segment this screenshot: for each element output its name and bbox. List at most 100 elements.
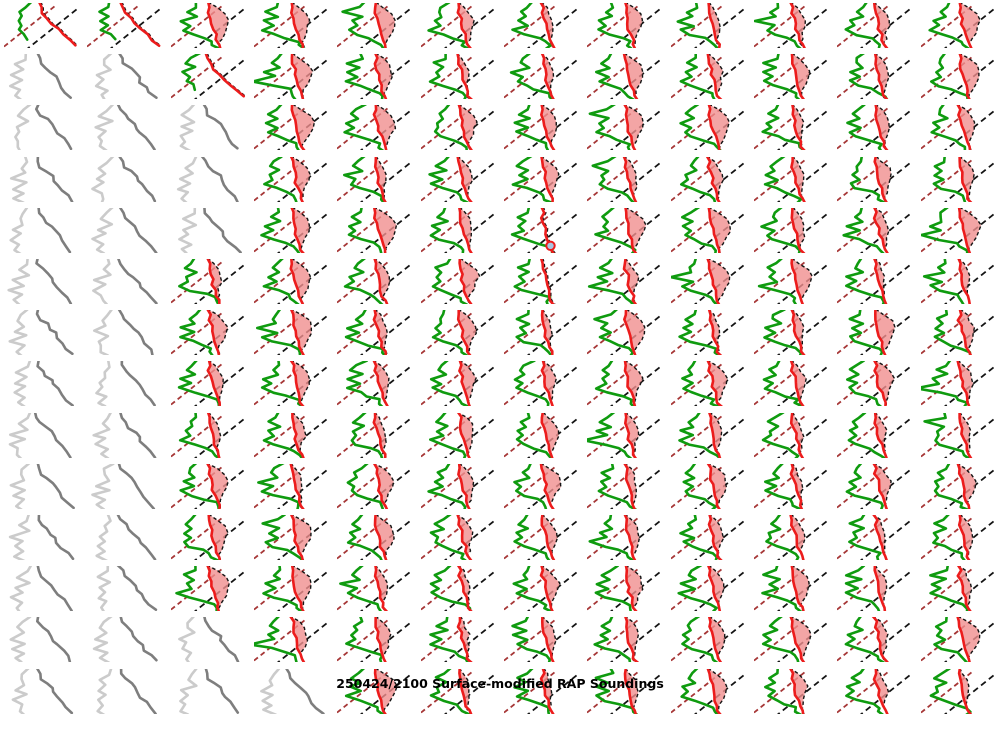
sounding-cell-r6c1 [7,259,73,304]
cape-fill [459,207,472,251]
temperature-curve [874,105,889,151]
cape-fill [709,617,725,661]
temperature-curve [456,566,473,612]
cape-fill [625,3,643,47]
isotherm-black-dashed [526,262,579,304]
isotherm-black-dashed [860,671,913,714]
isotherm-black-dashed [360,57,413,100]
isotherm-black-dashed [526,467,579,509]
cape-fill [874,361,895,405]
parcel-path-dashed [289,617,309,663]
cape-fill [458,463,474,507]
sounding-cell-r13c11 [837,617,913,663]
inactive-dewpoint-curve [11,668,30,714]
isotherm-black-dashed [360,415,413,458]
parcel-path-dashed [791,310,806,356]
isotherm-black-dashed [943,415,996,458]
isotherm-black-dashed [693,6,746,48]
inactive-temperature-curve [116,515,157,560]
parcel-path-dashed [791,463,804,509]
sounding-cell-r8c10 [754,361,829,407]
isotherm-black-dashed [610,671,663,714]
temperature-curve [789,3,806,48]
dewpoint-curve [764,668,802,714]
isotherm-black-dashed [360,518,413,560]
sounding-cell-r11c8 [587,515,663,560]
temperature-curve [291,412,305,458]
sounding-cell-r3c6 [420,105,496,151]
sounding-cell-r12c11 [837,566,913,612]
temperature-curve [956,617,971,663]
temperature-curve [206,361,221,407]
sounding-cell-r2c3 [170,54,246,100]
dewpoint-curve [760,207,801,253]
isotherm-black-dashed [526,159,579,202]
dewpoint-curve [848,515,882,560]
dewpoint-curve [677,412,722,458]
sounding-cell-r8c6 [420,361,496,407]
parcel-path-dashed [708,310,721,356]
dewpoint-curve [350,412,384,458]
sounding-cell-r4c8 [587,156,663,202]
temperature-curve [540,259,555,304]
sounding-cell-r1c12 [920,3,996,48]
sounding-cell-r2c7 [504,54,579,100]
sounding-cell-r4c1 [9,156,74,202]
temperature-curve [958,54,971,100]
temperature-curve [541,617,555,663]
inactive-dewpoint-curve [9,207,29,253]
sounding-cell-r2c2 [95,54,158,100]
sounding-cell-r14c3 [178,668,239,714]
sounding-cell-r3c11 [837,105,913,151]
sounding-cell-r12c3 [170,566,246,612]
sounding-cell-r5c2 [91,207,158,253]
temperature-curve [119,3,161,47]
dewpoint-curve [341,3,386,48]
dewpoint-curve [682,463,717,509]
isotherm-black-dashed [943,6,996,48]
temperature-curve [289,463,305,509]
temperature-curve [956,361,971,407]
sounding-cell-r4c12 [920,156,996,202]
isotherm-black-dashed [776,620,829,663]
cape-fill [874,3,890,47]
sounding-cell-r9c11 [837,412,913,458]
sounding-cell-r6c12 [920,259,996,304]
temperature-curve [873,207,890,253]
dewpoint-curve [754,3,802,48]
cape-fill [375,156,387,200]
parcel-path-dashed [874,361,896,407]
sounding-cell-r14c6 [420,668,496,714]
sounding-cell-r13c2 [93,617,158,663]
isotherm-black-dashed [860,415,913,458]
dewpoint-curve [587,412,633,458]
temperature-curve [290,3,305,48]
sounding-cell-r2c10 [754,54,829,100]
dewpoint-curve [677,310,721,356]
inactive-dewpoint-curve [8,515,31,560]
inactive-temperature-curve [35,105,73,151]
inactive-temperature-curve [37,207,72,253]
sounding-cell-r14c9 [670,668,746,714]
inactive-temperature-curve [120,361,157,407]
parcel-path-dashed [791,105,805,151]
temperature-curve [873,566,887,612]
sounding-cell-r7c10 [754,310,829,356]
dewpoint-curve [844,566,881,612]
cape-fill [292,412,307,456]
sounding-cell-r8c4 [254,361,329,407]
sounding-cell-r14c10 [754,668,829,714]
sounding-cell-r9c1 [8,412,72,458]
temperature-curve [791,105,806,151]
isotherm-black-dashed [943,671,996,714]
inactive-dewpoint-curve [8,310,29,356]
cape-fill [959,156,974,200]
inactive-dewpoint-curve [95,361,111,407]
isotherm-black-dashed [776,6,829,48]
isotherm-black-dashed [526,57,579,100]
sounding-cell-r1c9 [670,3,746,48]
parcel-path-dashed [957,259,971,304]
dewpoint-curve [177,259,220,304]
temperature-curve [373,207,387,253]
inactive-dewpoint-curve [91,463,115,509]
